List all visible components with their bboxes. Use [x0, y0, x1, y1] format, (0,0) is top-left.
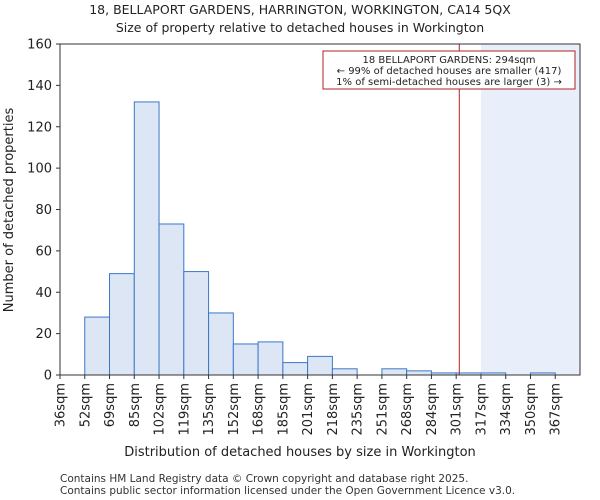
y-tick-label: 160	[27, 38, 52, 53]
x-tick-label: 102sqm	[153, 383, 168, 436]
x-tick-label: 152sqm	[227, 383, 242, 436]
bar-102sqm	[158, 223, 185, 376]
larger-region-shade	[480, 44, 580, 375]
chart-title-line2: Size of property relative to detached ho…	[116, 20, 484, 35]
y-tick-label: 140	[27, 79, 52, 94]
x-tick-label: 284sqm	[425, 383, 440, 436]
x-tick-label: 268sqm	[400, 383, 415, 436]
y-axis: 0 20 40 60 80 100 120 140 160	[27, 38, 60, 384]
bar-119sqm	[183, 271, 210, 376]
bar-152sqm	[232, 343, 259, 376]
y-tick-label: 60	[35, 244, 52, 259]
bar-251sqm	[381, 368, 408, 376]
x-tick-label: 334sqm	[499, 383, 514, 436]
bar-268sqm	[406, 370, 432, 376]
x-tick-label: 52sqm	[78, 383, 93, 427]
bar-85sqm	[133, 101, 160, 376]
x-tick-label: 235sqm	[351, 383, 366, 436]
x-tick-label: 119sqm	[177, 383, 192, 436]
x-tick-label: 367sqm	[549, 383, 564, 436]
y-tick-label: 20	[35, 327, 52, 342]
annotation-line1: 18 BELLAPORT GARDENS: 294sqm	[362, 55, 535, 66]
x-tick-label: 251sqm	[375, 383, 390, 436]
x-tick-label: 317sqm	[474, 383, 489, 436]
x-tick-label: 185sqm	[276, 383, 291, 436]
y-tick-label: 120	[27, 120, 52, 135]
annotation-line3: 1% of semi-detached houses are larger (3…	[336, 77, 562, 88]
x-tick-label: 69sqm	[103, 383, 118, 427]
x-tick-label: 218sqm	[326, 383, 341, 436]
bars-group	[84, 101, 556, 376]
x-tick-label: 36sqm	[54, 383, 69, 427]
x-tick-label: 301sqm	[450, 383, 465, 436]
x-tick-label: 85sqm	[128, 383, 143, 427]
y-tick-label: 100	[27, 162, 52, 177]
bar-135sqm	[208, 312, 234, 376]
y-axis-label: Number of detached properties	[2, 108, 17, 313]
x-tick-label: 168sqm	[252, 383, 267, 436]
annotation-line2: ← 99% of detached houses are smaller (41…	[337, 66, 562, 77]
bar-168sqm	[257, 341, 284, 376]
y-tick-label: 0	[44, 369, 52, 384]
x-axis-label: Distribution of detached houses by size …	[124, 445, 476, 460]
x-axis: 36sqm 52sqm 69sqm 85sqm 102sqm 119sqm 135sqm 15…	[54, 375, 564, 436]
y-tick-label: 40	[35, 286, 52, 301]
bar-69sqm	[109, 273, 135, 376]
bar-218sqm	[331, 368, 358, 376]
chart-title-line1: 18, BELLAPORT GARDENS, HARRINGTON, WORKI…	[89, 2, 511, 17]
bar-185sqm	[282, 362, 309, 376]
footer-line2: Contains public sector information licen…	[60, 485, 515, 497]
x-tick-label: 201sqm	[301, 383, 316, 436]
y-tick-label: 80	[35, 203, 52, 218]
annotation-box	[322, 50, 576, 90]
bar-52sqm	[84, 316, 111, 376]
footer-line1: Contains HM Land Registry data © Crown c…	[60, 473, 468, 485]
x-tick-label: 135sqm	[202, 383, 217, 436]
x-tick-label: 350sqm	[524, 383, 539, 436]
bar-201sqm	[307, 355, 333, 376]
